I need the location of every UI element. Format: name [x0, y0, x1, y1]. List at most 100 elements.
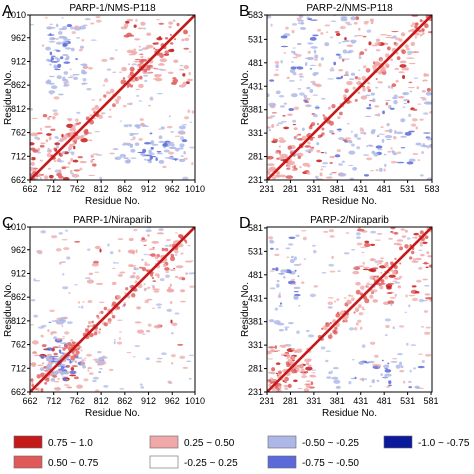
heatmap-cell — [127, 63, 131, 66]
heatmap-cells — [267, 227, 432, 392]
heatmap-cell — [183, 29, 188, 35]
heatmap-cell — [386, 292, 393, 294]
heatmap-cell — [297, 88, 302, 90]
heatmap-cell — [83, 378, 89, 382]
heatmap-cell — [346, 299, 351, 305]
heatmap-cell — [316, 159, 323, 163]
heatmap-cell — [145, 229, 152, 233]
heatmap-cell — [309, 36, 317, 41]
heatmap-cell — [293, 256, 297, 261]
heatmap-cell — [155, 303, 163, 306]
heatmap-cell — [303, 388, 310, 392]
legend-swatch — [13, 455, 43, 469]
heatmap-cell — [95, 389, 100, 392]
heatmap-cell — [277, 122, 284, 125]
heatmap-cell — [171, 332, 174, 335]
heatmap-cell — [286, 256, 290, 259]
heatmap-cell — [351, 248, 356, 251]
heatmap-cell — [314, 175, 319, 179]
heatmap-cell — [139, 53, 144, 55]
heatmap-cell — [151, 143, 159, 146]
legend-svg: 0.75 ~ 1.0 0.25 ~ 0.50 -0.50 ~ -0.25 -1.0 ~… — [13, 435, 470, 469]
heatmap-cell — [85, 328, 89, 333]
heatmap-cell — [140, 21, 146, 26]
heatmap-cell — [73, 145, 76, 150]
heatmap-cell — [179, 300, 186, 303]
heatmap-cell — [141, 47, 149, 50]
heatmap-cell — [45, 46, 51, 51]
heatmap-cell — [54, 68, 61, 71]
x-tick-label: 712 — [46, 184, 61, 194]
heatmap-cell — [384, 63, 390, 68]
heatmap-cell — [80, 361, 86, 366]
heatmap-cell — [63, 38, 71, 41]
heatmap-cell — [286, 76, 290, 80]
x-tick-label: 431 — [353, 396, 368, 406]
heatmap-cell — [275, 349, 281, 352]
heatmap-cell — [31, 156, 36, 161]
heatmap-cell — [165, 271, 170, 273]
heatmap-cell — [344, 39, 350, 43]
heatmap-cell — [306, 16, 310, 19]
heatmap-cell — [148, 104, 152, 107]
heatmap-cell — [287, 362, 291, 366]
heatmap-cell — [293, 295, 299, 300]
heatmap-cell — [39, 144, 45, 148]
heatmap-cell — [142, 27, 146, 30]
heatmap-cell — [184, 37, 190, 41]
heatmap-cell — [71, 365, 78, 368]
heatmap-cell — [40, 142, 46, 144]
heatmap-cell — [124, 292, 127, 295]
heatmap-cell — [135, 249, 138, 254]
heatmap-cell — [178, 68, 185, 71]
y-tick-label: 281 — [248, 364, 263, 374]
heatmap-cell — [410, 123, 417, 127]
heatmap-cell — [390, 261, 394, 265]
heatmap-cell — [293, 291, 299, 293]
heatmap-cell — [347, 294, 352, 297]
heatmap-cell — [380, 279, 385, 284]
heatmap-cell — [125, 20, 130, 24]
heatmap-cell — [39, 159, 43, 162]
heatmap-cell — [376, 263, 379, 266]
heatmap-cell — [280, 120, 287, 123]
heatmap-cell — [103, 384, 109, 388]
heatmap-cell — [293, 379, 298, 383]
heatmap-cell — [267, 358, 274, 360]
heatmap-cell — [371, 267, 379, 270]
heatmap-cell — [390, 360, 398, 363]
heatmap-cell — [156, 150, 162, 153]
heatmap-cell — [46, 58, 51, 62]
heatmap-cell — [363, 242, 371, 248]
heatmap-cell — [57, 93, 64, 96]
heatmap-cell — [413, 232, 419, 236]
x-tick-label: 962 — [165, 396, 180, 406]
legend-swatch — [149, 455, 179, 469]
x-tick-label: 862 — [117, 184, 132, 194]
heatmap-cell — [153, 47, 156, 50]
heatmap-cell — [100, 359, 104, 362]
heatmap-cell — [77, 301, 81, 304]
heatmap-cell — [312, 372, 316, 374]
heatmap-cell — [132, 356, 136, 358]
heatmap-cell — [151, 285, 155, 287]
heatmap-cell — [354, 326, 358, 331]
heatmap-cell — [69, 374, 77, 377]
heatmap-cell — [183, 65, 189, 70]
heatmap-cell — [311, 136, 316, 139]
heatmap-cell — [412, 236, 416, 239]
heatmap-cell — [286, 354, 291, 359]
heatmap-cell — [377, 80, 383, 84]
x-tick-label: 762 — [70, 396, 85, 406]
heatmap-cell — [305, 329, 310, 333]
heatmap-cell — [174, 312, 180, 315]
heatmap-cell — [309, 375, 317, 378]
heatmap-cell — [59, 153, 63, 158]
heatmap-cell — [385, 53, 390, 58]
heatmap-cell — [340, 75, 343, 79]
plot-frame — [266, 226, 433, 393]
heatmap-cell — [129, 71, 135, 77]
heatmap-cell — [379, 285, 384, 290]
heatmap-cell — [189, 121, 193, 123]
heatmap-cell — [72, 142, 76, 146]
